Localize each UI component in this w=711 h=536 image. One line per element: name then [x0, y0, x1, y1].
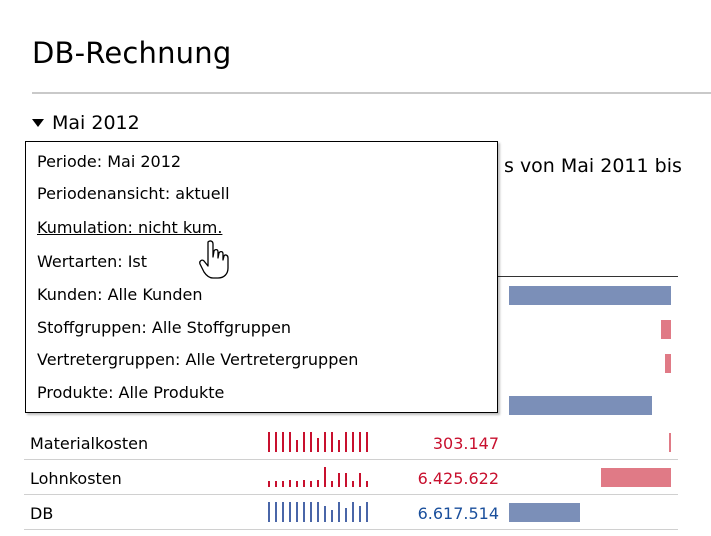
sparkline-bar [289, 480, 291, 487]
sparkline-bar [345, 432, 347, 452]
row-sparkline [268, 467, 372, 487]
sparkline-bar [275, 432, 277, 452]
sparkline-bar [352, 432, 354, 452]
tooltip-line-periodenansicht: Periodenansicht: aktuell [37, 184, 230, 203]
row-sparkline [268, 502, 372, 522]
sparkline-bar [366, 502, 368, 522]
sparkline-bar [338, 502, 340, 522]
tooltip-line-periode: Periode: Mai 2012 [37, 152, 182, 171]
sparkline-bar [317, 480, 319, 487]
bar-hidden-row-4 [509, 396, 652, 415]
row-label: Lohnkosten [30, 469, 122, 488]
sparkline-bar [282, 481, 284, 487]
sparkline-bar [289, 502, 291, 522]
sparkline-bar [324, 467, 326, 487]
sparkline-bar [338, 473, 340, 487]
triangle-down-icon [32, 119, 44, 127]
row-label: Materialkosten [30, 434, 149, 453]
sparkline-bar [268, 481, 270, 487]
sparkline-bar [282, 502, 284, 522]
period-toggle[interactable]: Mai 2012 [32, 112, 140, 134]
sparkline-bar [303, 432, 305, 452]
row-value: 303.147 [432, 434, 499, 453]
tooltip-line-vertretergruppen: Vertretergruppen: Alle Vertretergruppen [37, 350, 359, 369]
tooltip-line-wertarten: Wertarten: Ist [37, 252, 148, 271]
sparkline-bar [359, 432, 361, 452]
sparkline-bar [366, 432, 368, 452]
hand-cursor-icon [199, 240, 229, 279]
sparkline-bar [303, 502, 305, 522]
bar-hidden-row-1 [509, 286, 671, 305]
sparkline-bar [331, 432, 333, 452]
sparkline-bar [359, 473, 361, 487]
row-bar [669, 433, 671, 452]
period-toggle-label: Mai 2012 [52, 112, 140, 134]
sparkline-bar [345, 508, 347, 522]
sparkline-bar [324, 506, 326, 522]
sparkline-bar [268, 432, 270, 452]
sparkline-bar [345, 473, 347, 487]
row-label: DB [30, 504, 54, 523]
sparkline-bar [317, 502, 319, 522]
tooltip-link-kumulation[interactable]: Kumulation: nicht kum. [37, 218, 223, 237]
sparkline-bar [282, 432, 284, 452]
bar-hidden-row-2 [661, 320, 671, 339]
sparkline-bar [324, 432, 326, 452]
sparkline-bar [331, 510, 333, 522]
title-divider [32, 92, 711, 94]
tooltip-line-produkte: Produkte: Alle Produkte [37, 383, 225, 402]
row-value: 6.617.514 [417, 504, 499, 523]
page-title: DB-Rechnung [32, 36, 232, 70]
filter-tooltip: Periode: Mai 2012 Periodenansicht: aktue… [25, 141, 498, 413]
sparkline-bar [310, 432, 312, 452]
table-row: Lohnkosten 6.425.622 [24, 461, 678, 495]
period-range-text: s von Mai 2011 bis [504, 155, 682, 177]
sparkline-bar [359, 506, 361, 522]
row-value: 6.425.622 [417, 469, 499, 488]
sparkline-bar [338, 440, 340, 452]
sparkline-bar [303, 480, 305, 487]
table-row: DB 6.617.514 [24, 496, 678, 530]
sparkline-bar [275, 502, 277, 522]
row-bar [509, 503, 580, 522]
sparkline-bar [352, 502, 354, 522]
sparkline-bar [352, 481, 354, 487]
sparkline-bar [296, 481, 298, 487]
tooltip-line-kunden: Kunden: Alle Kunden [37, 285, 203, 304]
sparkline-bar [310, 481, 312, 487]
sparkline-bar [275, 481, 277, 487]
sparkline-bar [310, 502, 312, 522]
bar-hidden-row-3 [665, 354, 671, 373]
sparkline-bar [317, 438, 319, 452]
table-row: Materialkosten 303.147 [24, 426, 678, 460]
row-sparkline [268, 432, 372, 452]
sparkline-bar [331, 481, 333, 487]
sparkline-bar [268, 502, 270, 522]
sparkline-bar [366, 481, 368, 487]
sparkline-bar [296, 502, 298, 522]
sparkline-bar [296, 440, 298, 452]
row-bar [601, 468, 671, 487]
sparkline-bar [289, 432, 291, 452]
tooltip-line-stoffgruppen: Stoffgruppen: Alle Stoffgruppen [37, 318, 292, 337]
